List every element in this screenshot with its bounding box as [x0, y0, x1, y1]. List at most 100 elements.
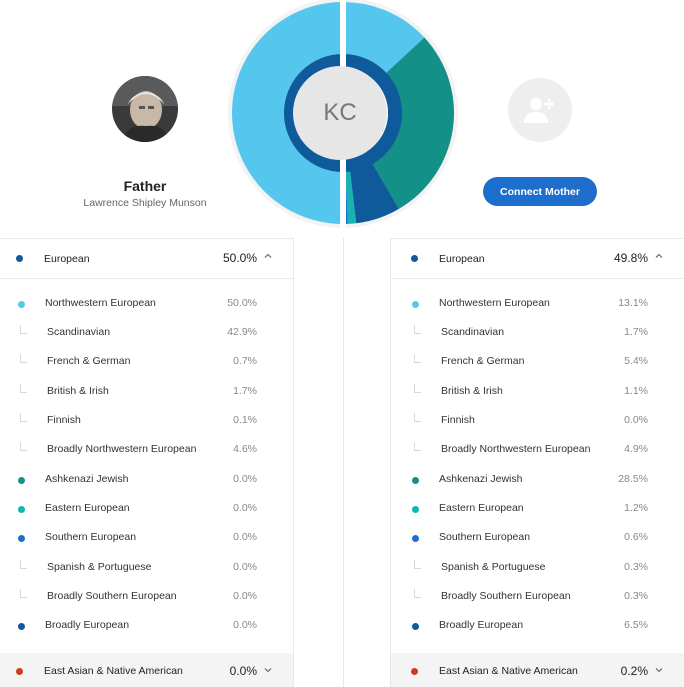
list-item: Northwestern European 13.1%: [391, 296, 684, 316]
ancestry-label: Scandinavian: [441, 326, 505, 338]
ancestry-label: Eastern European: [45, 502, 130, 514]
tree-connector: [20, 442, 27, 451]
region-header-east-asian[interactable]: East Asian & Native American 0.2%: [391, 653, 684, 687]
father-name[interactable]: Lawrence Shipley Munson: [83, 197, 207, 209]
ancestry-percent: 0.0%: [233, 502, 257, 514]
european-color-dot: [16, 255, 23, 262]
chevron-down-icon[interactable]: [654, 665, 664, 678]
list-item: Spanish & Portuguese 0.3%: [391, 560, 684, 580]
list-item: Broadly Southern European 0.3%: [391, 589, 684, 609]
ancestry-label: Southern European: [439, 531, 531, 543]
region-value: 49.8%: [613, 251, 648, 265]
chevron-down-icon[interactable]: [263, 665, 273, 678]
tree-connector: [414, 325, 421, 334]
tree-connector: [414, 384, 421, 393]
ancestry-label: Northwestern European: [45, 297, 156, 309]
ancestry-label: Finnish: [441, 414, 475, 426]
list-item: French & German 0.7%: [0, 354, 293, 374]
mother-slice[interactable]: [345, 168, 357, 224]
region-label: European: [44, 253, 90, 265]
list-item: Broadly Northwestern European 4.6%: [0, 442, 293, 462]
region-label: East Asian & Native American: [44, 665, 183, 677]
color-dot: [412, 301, 419, 308]
ancestry-label: Spanish & Portuguese: [441, 561, 546, 573]
region-header-european[interactable]: European 50.0%: [0, 238, 293, 279]
ancestry-label: Finnish: [47, 414, 81, 426]
ancestry-percent: 1.2%: [624, 502, 648, 514]
list-item: Broadly Northwestern European 4.9%: [391, 442, 684, 462]
ancestry-percent: 0.0%: [233, 619, 257, 631]
color-dot: [18, 301, 25, 308]
ancestry-label: Broadly Northwestern European: [441, 443, 591, 455]
ancestry-percent: 4.6%: [233, 443, 257, 455]
list-item: Ashkenazi Jewish 0.0%: [0, 472, 293, 492]
ancestry-label: Broadly Southern European: [47, 590, 177, 602]
list-item: Northwestern European 50.0%: [0, 296, 293, 316]
ancestry-percent: 4.9%: [624, 443, 648, 455]
ancestry-label: Broadly Northwestern European: [47, 443, 197, 455]
ancestry-label: Ashkenazi Jewish: [45, 473, 129, 485]
tree-connector: [414, 589, 421, 598]
mother-slice[interactable]: [349, 161, 399, 224]
list-item: British & Irish 1.7%: [0, 384, 293, 404]
ancestry-label: Spanish & Portuguese: [47, 561, 152, 573]
list-item: French & German 5.4%: [391, 354, 684, 374]
ancestry-percent: 0.0%: [233, 590, 257, 602]
list-item: Eastern European 1.2%: [391, 501, 684, 521]
ancestry-percent: 1.7%: [624, 326, 648, 338]
ancestry-percent: 0.0%: [624, 414, 648, 426]
mother-avatar-placeholder[interactable]: [508, 78, 572, 142]
east-asian-color-dot: [411, 668, 418, 675]
ancestry-label: Scandinavian: [47, 326, 111, 338]
list-item: Southern European 0.0%: [0, 530, 293, 550]
ancestry-percent: 0.3%: [624, 590, 648, 602]
ancestry-label: Ashkenazi Jewish: [439, 473, 523, 485]
color-dot: [412, 506, 419, 513]
region-header-east-asian[interactable]: East Asian & Native American 0.0%: [0, 653, 293, 687]
ancestry-percent: 0.6%: [624, 531, 648, 543]
father-slice[interactable]: [232, 2, 343, 224]
parent-comparison-header: Father Lawrence Shipley Munson KC Connec…: [0, 0, 684, 238]
tree-connector: [20, 325, 27, 334]
color-dot: [18, 477, 25, 484]
ancestry-label: British & Irish: [441, 385, 503, 397]
tree-connector: [20, 560, 27, 569]
list-item: Scandinavian 1.7%: [391, 325, 684, 345]
ancestry-percent: 0.0%: [233, 473, 257, 485]
father-avatar[interactable]: [112, 76, 178, 142]
chevron-up-icon[interactable]: [263, 251, 273, 264]
ancestry-label: British & Irish: [47, 385, 109, 397]
color-dot: [18, 623, 25, 630]
connect-mother-button[interactable]: Connect Mother: [483, 177, 597, 206]
region-value: 0.2%: [620, 664, 648, 678]
east-asian-color-dot: [16, 668, 23, 675]
tree-connector: [20, 589, 27, 598]
ancestry-label: Broadly Southern European: [441, 590, 571, 602]
ancestry-percent: 6.5%: [624, 619, 648, 631]
color-dot: [412, 535, 419, 542]
list-item: Broadly European 6.5%: [391, 618, 684, 638]
father-breakdown-panel: European 50.0% Northwestern European 50.0…: [0, 238, 294, 687]
tree-connector: [20, 354, 27, 363]
list-item: Finnish 0.1%: [0, 413, 293, 433]
chevron-up-icon[interactable]: [654, 251, 664, 264]
mother-breakdown-panel: European 49.8% Northwestern European 13.1…: [390, 238, 684, 687]
color-dot: [412, 623, 419, 630]
color-dot: [412, 477, 419, 484]
tree-connector: [414, 354, 421, 363]
color-dot: [18, 506, 25, 513]
ancestry-label: Northwestern European: [439, 297, 550, 309]
father-title: Father: [123, 178, 167, 194]
ancestry-label: Southern European: [45, 531, 137, 543]
ancestry-label: Eastern European: [439, 502, 524, 514]
list-item: Finnish 0.0%: [391, 413, 684, 433]
region-header-european[interactable]: European 49.8%: [391, 238, 684, 279]
ancestry-label: Broadly European: [45, 619, 130, 631]
list-item: Broadly European 0.0%: [0, 618, 293, 638]
list-item: Eastern European 0.0%: [0, 501, 293, 521]
mother-slice[interactable]: [343, 2, 425, 75]
region-label: European: [439, 253, 485, 265]
ancestry-percent: 28.5%: [618, 473, 648, 485]
ancestry-percent: 1.7%: [233, 385, 257, 397]
ancestry-label: French & German: [441, 355, 525, 367]
